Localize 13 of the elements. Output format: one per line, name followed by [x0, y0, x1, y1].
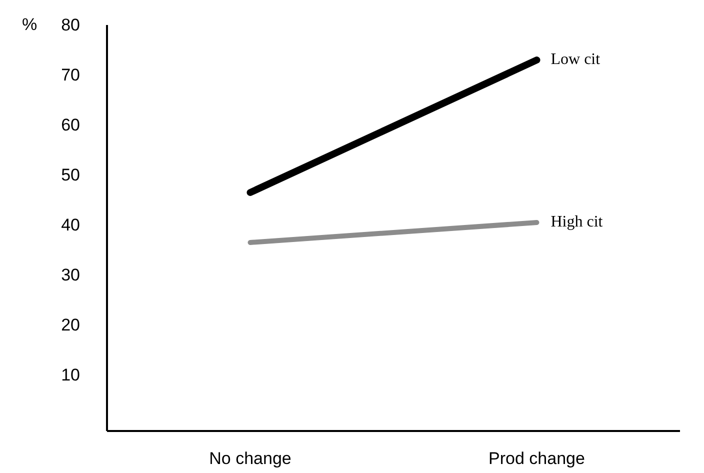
x-tick-label: No change: [209, 449, 292, 468]
y-tick-label: 60: [61, 116, 80, 134]
y-tick-label: 20: [61, 316, 80, 334]
series-label: Low cit: [550, 51, 601, 68]
y-tick-label: 30: [61, 266, 80, 284]
y-tick-label: 80: [61, 16, 80, 34]
y-tick-label: 40: [61, 216, 80, 234]
x-tick-label: Prod change: [488, 449, 585, 468]
y-tick-label: 10: [61, 366, 80, 384]
y-tick-label: 70: [61, 66, 80, 84]
y-axis-title: %: [22, 15, 38, 34]
series-label: High cit: [550, 214, 604, 230]
y-tick-label: 50: [61, 166, 80, 184]
